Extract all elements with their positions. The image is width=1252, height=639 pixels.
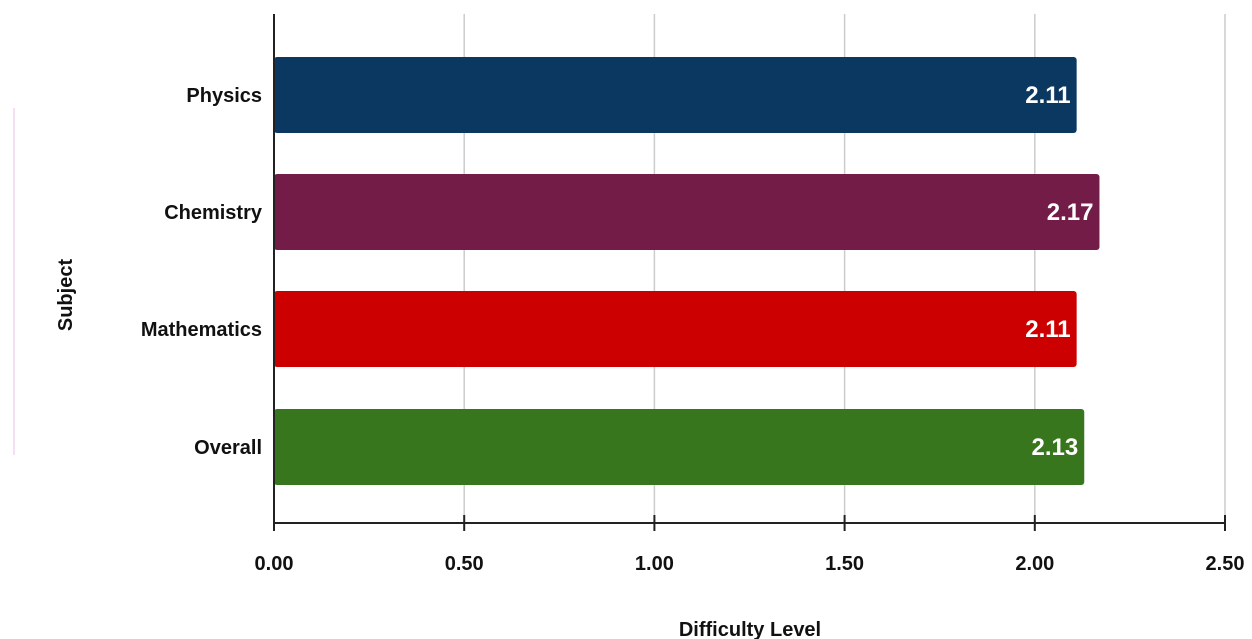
data-label: 2.11 bbox=[1025, 316, 1070, 343]
bars bbox=[274, 57, 1100, 485]
y-axis-title: Subject bbox=[55, 259, 77, 332]
category-label: Overall bbox=[194, 437, 262, 459]
x-tick-label: 0.00 bbox=[255, 553, 294, 575]
x-tick-label: 1.00 bbox=[635, 553, 674, 575]
x-tick-label: 0.50 bbox=[445, 553, 484, 575]
bar-overall bbox=[274, 409, 1085, 485]
data-label: 2.13 bbox=[1032, 434, 1079, 461]
bar-physics bbox=[274, 57, 1077, 133]
x-tick-label: 2.50 bbox=[1206, 553, 1245, 575]
category-label: Mathematics bbox=[141, 319, 262, 341]
x-tick-label: 2.00 bbox=[1015, 553, 1054, 575]
x-tick-label: 1.50 bbox=[825, 553, 864, 575]
category-label: Chemistry bbox=[164, 202, 263, 224]
category-label: Physics bbox=[186, 85, 262, 107]
bar-chemistry bbox=[274, 174, 1100, 250]
data-label: 2.11 bbox=[1025, 82, 1070, 109]
labels: 2.11 Physics 2.17 Chemistry 2.11 Mathematics 2… bbox=[141, 82, 1245, 575]
x-axis-title: Difficulty Level bbox=[679, 619, 821, 639]
data-label: 2.17 bbox=[1047, 199, 1094, 226]
axes bbox=[273, 14, 1226, 531]
bar-mathematics bbox=[274, 291, 1077, 367]
